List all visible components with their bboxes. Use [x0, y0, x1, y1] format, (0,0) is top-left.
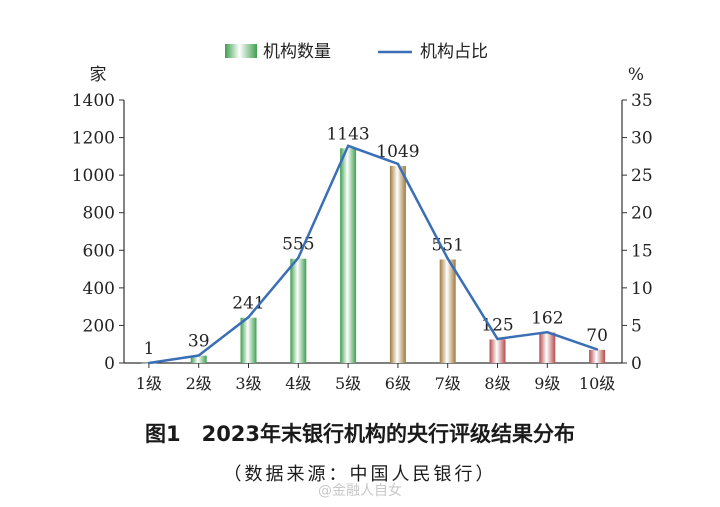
x-tick-label: 7级 — [435, 374, 461, 393]
y-right-tick-label: 35 — [631, 91, 653, 111]
y-left-axis-label: 家 — [90, 65, 107, 85]
legend-bar-label: 机构数量 — [263, 42, 331, 62]
line-point — [496, 337, 499, 341]
bar-data-label: 125 — [481, 316, 513, 336]
x-tick-label: 8级 — [484, 374, 510, 393]
line-point — [396, 162, 400, 166]
bar-data-label: 162 — [531, 309, 563, 329]
y-left-tick-label: 600 — [83, 241, 115, 261]
bar-data-label: 70 — [586, 326, 608, 346]
y-right-tick-label: 10 — [631, 279, 653, 299]
x-tick-label: 2级 — [186, 374, 212, 393]
legend-line-label: 机构占比 — [420, 42, 488, 62]
x-tick-label: 6级 — [385, 374, 411, 393]
y-left-tick-label: 1000 — [72, 166, 115, 186]
y-right-tick-label: 30 — [631, 129, 653, 149]
y-right-tick-label: 20 — [631, 204, 653, 224]
y-right-axis-label: % — [628, 65, 644, 85]
line-point — [346, 144, 350, 148]
bar-data-label: 555 — [282, 235, 314, 255]
y-left-tick-label: 400 — [83, 279, 115, 299]
bar — [389, 165, 406, 363]
x-tick-label: 5级 — [335, 374, 361, 393]
chart-title: 图1 2023年末银行机构的央行评级结果分布 — [144, 422, 576, 446]
bar-data-label: 1143 — [326, 124, 369, 144]
series-line — [148, 144, 598, 365]
x-tick-label: 4级 — [285, 374, 311, 393]
watermark-text: @金融人自女 — [318, 483, 402, 499]
x-tick-label: 9级 — [534, 374, 560, 393]
y-left-tick-label: 800 — [83, 204, 115, 224]
line-point — [247, 315, 250, 319]
y-right-tick-label: 15 — [631, 241, 653, 261]
y-right-tick-label: 25 — [631, 166, 653, 186]
y-left-tick-label: 0 — [104, 354, 115, 374]
legend-bar-swatch — [225, 44, 257, 58]
y-left-tick-label: 1400 — [72, 91, 115, 111]
x-tick-label: 10级 — [579, 374, 615, 393]
line-point — [197, 354, 200, 357]
y-left-tick-label: 200 — [83, 316, 115, 336]
y-right-tick-label: 5 — [631, 316, 642, 336]
y-right-tick-label: 0 — [631, 354, 642, 374]
y-left-tick-label: 1200 — [72, 129, 115, 149]
chart: 0 200 400 600 800 1000 1200 1400 0 5 10 15 20 25 30 35 家… — [72, 42, 653, 393]
bar — [290, 258, 307, 363]
bar — [340, 148, 357, 363]
line-point — [546, 330, 549, 334]
bar — [589, 349, 606, 363]
bar — [439, 259, 456, 363]
bar — [240, 317, 257, 363]
chart-source-note: （数据来源：中国人民银行） — [223, 464, 497, 485]
x-tick-label: 3级 — [235, 374, 261, 393]
line-point — [595, 348, 599, 351]
bar-data-label: 1 — [143, 339, 154, 359]
bar — [539, 332, 556, 363]
bar-data-label: 1049 — [376, 142, 419, 162]
bar-data-label: 39 — [188, 332, 210, 352]
bar — [489, 339, 506, 363]
line-point — [446, 257, 449, 260]
line-point — [297, 256, 300, 259]
x-tick-label: 1级 — [136, 374, 162, 393]
bar — [190, 355, 207, 363]
line-point — [147, 361, 151, 365]
